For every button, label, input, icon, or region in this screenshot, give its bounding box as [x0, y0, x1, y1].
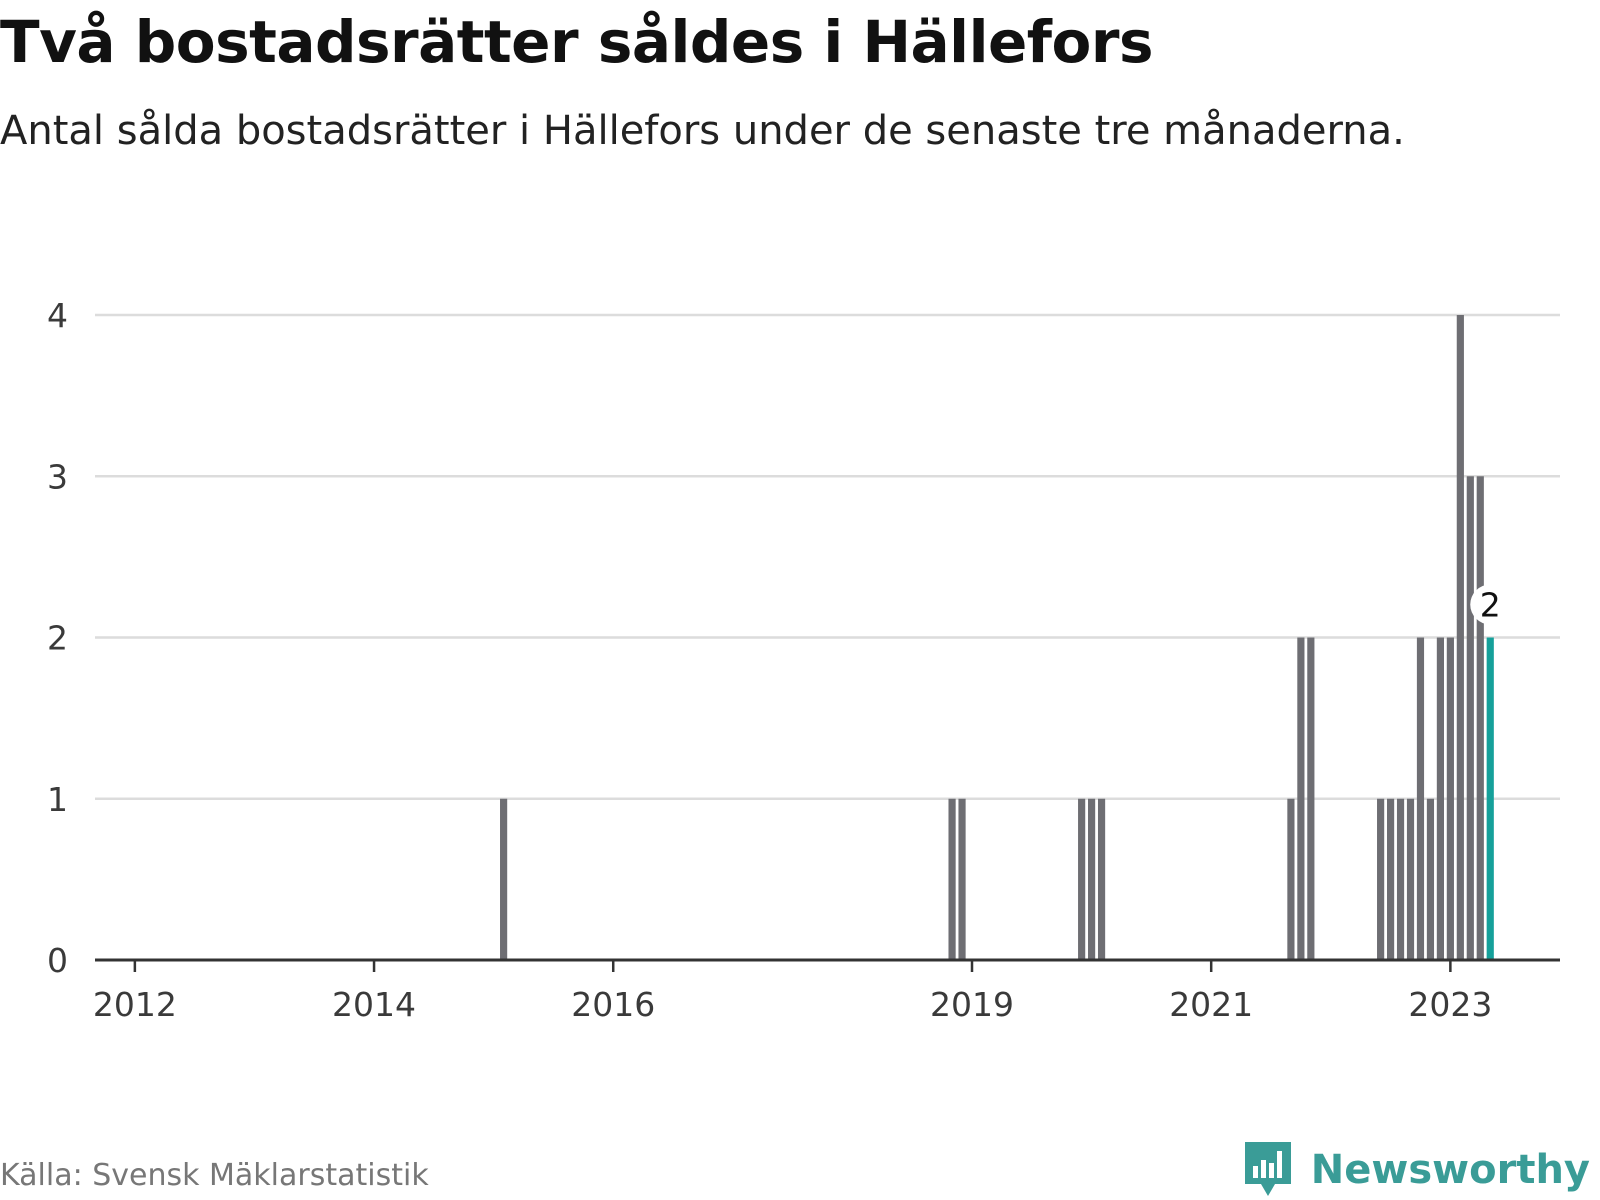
chart-title: Två bostadsrätter såldes i Hällefors [0, 8, 1154, 76]
bar [1088, 798, 1096, 960]
bar [948, 798, 956, 960]
x-tick-label: 2019 [930, 985, 1014, 1024]
y-tick-label: 4 [47, 296, 68, 335]
y-tick-label: 3 [47, 457, 68, 496]
bars [500, 315, 1494, 960]
gridlines: 0 1 2 3 4 [47, 296, 1560, 980]
bar [1097, 798, 1106, 960]
bar-highlight [1486, 637, 1494, 960]
x-tick-label: 2016 [571, 985, 655, 1024]
x-tick-label: 2023 [1408, 985, 1492, 1024]
bar [958, 798, 966, 960]
bar [1436, 637, 1444, 960]
x-tick-label: 2012 [93, 985, 177, 1024]
bar [1297, 637, 1305, 960]
bar [1386, 798, 1395, 960]
data-label-halo [1470, 584, 1511, 625]
x-axis: 2012 2014 2016 2019 2021 2023 [93, 958, 1560, 1024]
source-note: Källa: Svensk Mäklarstatistik [0, 1158, 429, 1193]
bar [1426, 798, 1435, 960]
bar [1446, 637, 1454, 960]
bar [1377, 798, 1385, 960]
labels: 2 [1470, 584, 1511, 625]
x-tick-label: 2014 [332, 985, 416, 1024]
y-tick-label: 0 [47, 941, 68, 980]
bar [1307, 637, 1315, 960]
bar [1466, 476, 1474, 960]
y-tick-label: 2 [47, 619, 68, 658]
bar [1396, 798, 1405, 960]
bar [1287, 798, 1295, 960]
chart-subtitle: Antal sålda bostadsrätter i Hällefors un… [0, 108, 1405, 154]
bar [1456, 315, 1464, 960]
x-tick-label: 2021 [1169, 985, 1253, 1024]
bar [1078, 798, 1086, 960]
newsworthy-logo-icon [1244, 1142, 1291, 1196]
brand-name: Newsworthy [1310, 1147, 1590, 1193]
bar [1406, 798, 1415, 960]
bar [1416, 637, 1425, 960]
y-tick-label: 1 [47, 780, 68, 819]
bar [1476, 476, 1484, 960]
brand-logo: Newsworthy [1243, 1140, 1590, 1200]
data-label: 2 [1480, 586, 1501, 625]
bar [500, 798, 508, 960]
